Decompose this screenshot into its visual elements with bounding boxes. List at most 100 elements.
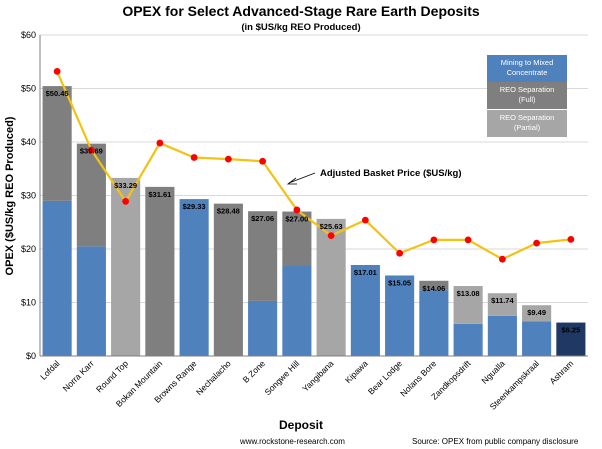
legend-mining-label: Mining to Mixed xyxy=(501,58,554,67)
bar-segment xyxy=(42,86,72,201)
annotation-text: Adjusted Basket Price ($US/kg) xyxy=(320,168,462,179)
basket-price-point xyxy=(224,155,232,163)
bar-segment xyxy=(282,265,312,356)
bar-total-label: $6.25 xyxy=(561,326,580,335)
x-tick-label: Ashram xyxy=(548,358,576,386)
bar-segment xyxy=(556,322,586,356)
footer-source: Source: OPEX from public company disclos… xyxy=(412,437,579,446)
bar-segment xyxy=(42,200,72,356)
footer-website: www.rockstone-research.com xyxy=(239,437,345,446)
basket-price-point xyxy=(190,154,198,161)
basket-price-point xyxy=(533,239,541,247)
y-axis-ticks: $0 $10 $20 $30 $40 $50 $60 xyxy=(21,30,36,361)
bar-segment xyxy=(316,218,346,356)
bar-segment xyxy=(522,321,552,356)
bars xyxy=(42,86,586,356)
legend-partial-swatch xyxy=(487,110,567,137)
legend-full-label: REO Separation xyxy=(500,85,555,94)
bar-total-label: $13.08 xyxy=(457,289,480,298)
bar-segment xyxy=(419,290,449,356)
basket-price-point xyxy=(293,206,301,214)
y-axis-label: OPEX ($US/kg REO Produced) xyxy=(4,116,16,275)
bar-segment xyxy=(522,305,552,322)
x-tick-label: Kipawa xyxy=(343,358,370,385)
x-axis-label: Deposit xyxy=(279,418,323,432)
basket-price-point xyxy=(430,236,438,244)
bar-segment xyxy=(487,293,517,316)
bar-total-label: $17.01 xyxy=(354,268,377,277)
legend-partial-label: REO Separation xyxy=(500,113,555,122)
basket-price-point xyxy=(156,139,164,147)
bar-segment xyxy=(248,211,278,301)
basket-price-line xyxy=(53,67,575,263)
bar-total-label: $29.33 xyxy=(183,202,206,211)
x-tick-label: Round Top xyxy=(94,358,130,394)
bar-total-label: $27.00 xyxy=(285,215,308,224)
bar-segment xyxy=(76,143,106,247)
basket-price-point xyxy=(396,249,404,257)
bar-segment xyxy=(419,280,449,291)
chart-subtitle: (in $US/kg REO Produced) xyxy=(241,22,360,33)
basket-price-point xyxy=(464,236,472,244)
bar-total-label: $11.74 xyxy=(491,296,514,305)
basket-price-point xyxy=(567,235,575,243)
y-tick-label: $0 xyxy=(26,351,36,361)
bar-total-label: $39.69 xyxy=(80,147,103,156)
basket-price-polyline xyxy=(56,70,571,261)
basket-price-point xyxy=(122,197,130,205)
bar-segment xyxy=(179,199,209,356)
bar-total-label: $14.06 xyxy=(422,284,445,293)
basket-price-point xyxy=(361,216,369,224)
y-tick-label: $60 xyxy=(21,30,36,40)
bar-total-label: $9.49 xyxy=(527,308,546,317)
y-tick-label: $50 xyxy=(21,84,36,94)
x-tick-label: Norra Karr xyxy=(61,358,96,393)
x-tick-label: Lofdal xyxy=(38,358,62,382)
bar-segment xyxy=(145,186,175,356)
bar-total-label: $15.05 xyxy=(388,278,411,287)
bar-total-label: $28.48 xyxy=(217,207,240,216)
y-tick-label: $30 xyxy=(21,191,36,201)
basket-price-point xyxy=(53,67,61,75)
bar-segment xyxy=(350,264,380,356)
basket-price-point xyxy=(498,255,506,263)
bar-total-label: $50.45 xyxy=(46,89,69,98)
y-tick-label: $40 xyxy=(21,137,36,147)
x-tick-label: Yangibana xyxy=(300,358,336,394)
basket-price-point xyxy=(327,232,335,240)
bar-segment xyxy=(385,275,415,356)
bar-segment xyxy=(248,300,278,356)
legend-full-label-2: (Full) xyxy=(518,95,536,104)
bar-segment xyxy=(111,177,141,356)
line-annotation: Adjusted Basket Price ($US/kg) xyxy=(286,168,462,185)
bar-segment xyxy=(76,246,106,356)
y-tick-label: $10 xyxy=(21,298,36,308)
x-tick-label: Ngualla xyxy=(479,358,507,386)
bar-total-label: $33.29 xyxy=(114,181,137,190)
chart-title: OPEX for Select Advanced-Stage Rare Eart… xyxy=(122,3,480,19)
annotation-arrow xyxy=(288,172,316,184)
bar-segment xyxy=(282,211,312,266)
bar-segment xyxy=(453,286,483,324)
bar-segment xyxy=(213,203,243,356)
bar-total-label: $25.63 xyxy=(320,222,343,231)
legend: Mining to Mixed Concentrate REO Separati… xyxy=(487,55,567,137)
legend-partial-label-2: (Partial) xyxy=(514,123,541,132)
legend-mining-swatch xyxy=(487,55,567,82)
bar-segment xyxy=(487,315,517,356)
basket-price-point xyxy=(259,157,267,165)
data-labels: $50.45 $39.69 $33.29 $31.61 $29.33 $28.48 $27.… xyxy=(46,89,581,334)
bar-total-label: $27.06 xyxy=(251,214,274,223)
x-tick-label: Nechalacho xyxy=(194,358,233,397)
basket-price-point xyxy=(87,146,95,154)
annotation-arrowhead xyxy=(286,177,297,185)
bar-total-label: $31.61 xyxy=(148,190,171,199)
legend-mining-label-2: Concentrate xyxy=(507,68,548,77)
bar-segment xyxy=(453,323,483,356)
y-tick-label: $20 xyxy=(21,244,36,254)
x-tick-label: B Zone xyxy=(241,358,268,385)
legend-full-swatch xyxy=(487,82,567,109)
x-tick-label: Songwe Hill xyxy=(262,358,301,397)
